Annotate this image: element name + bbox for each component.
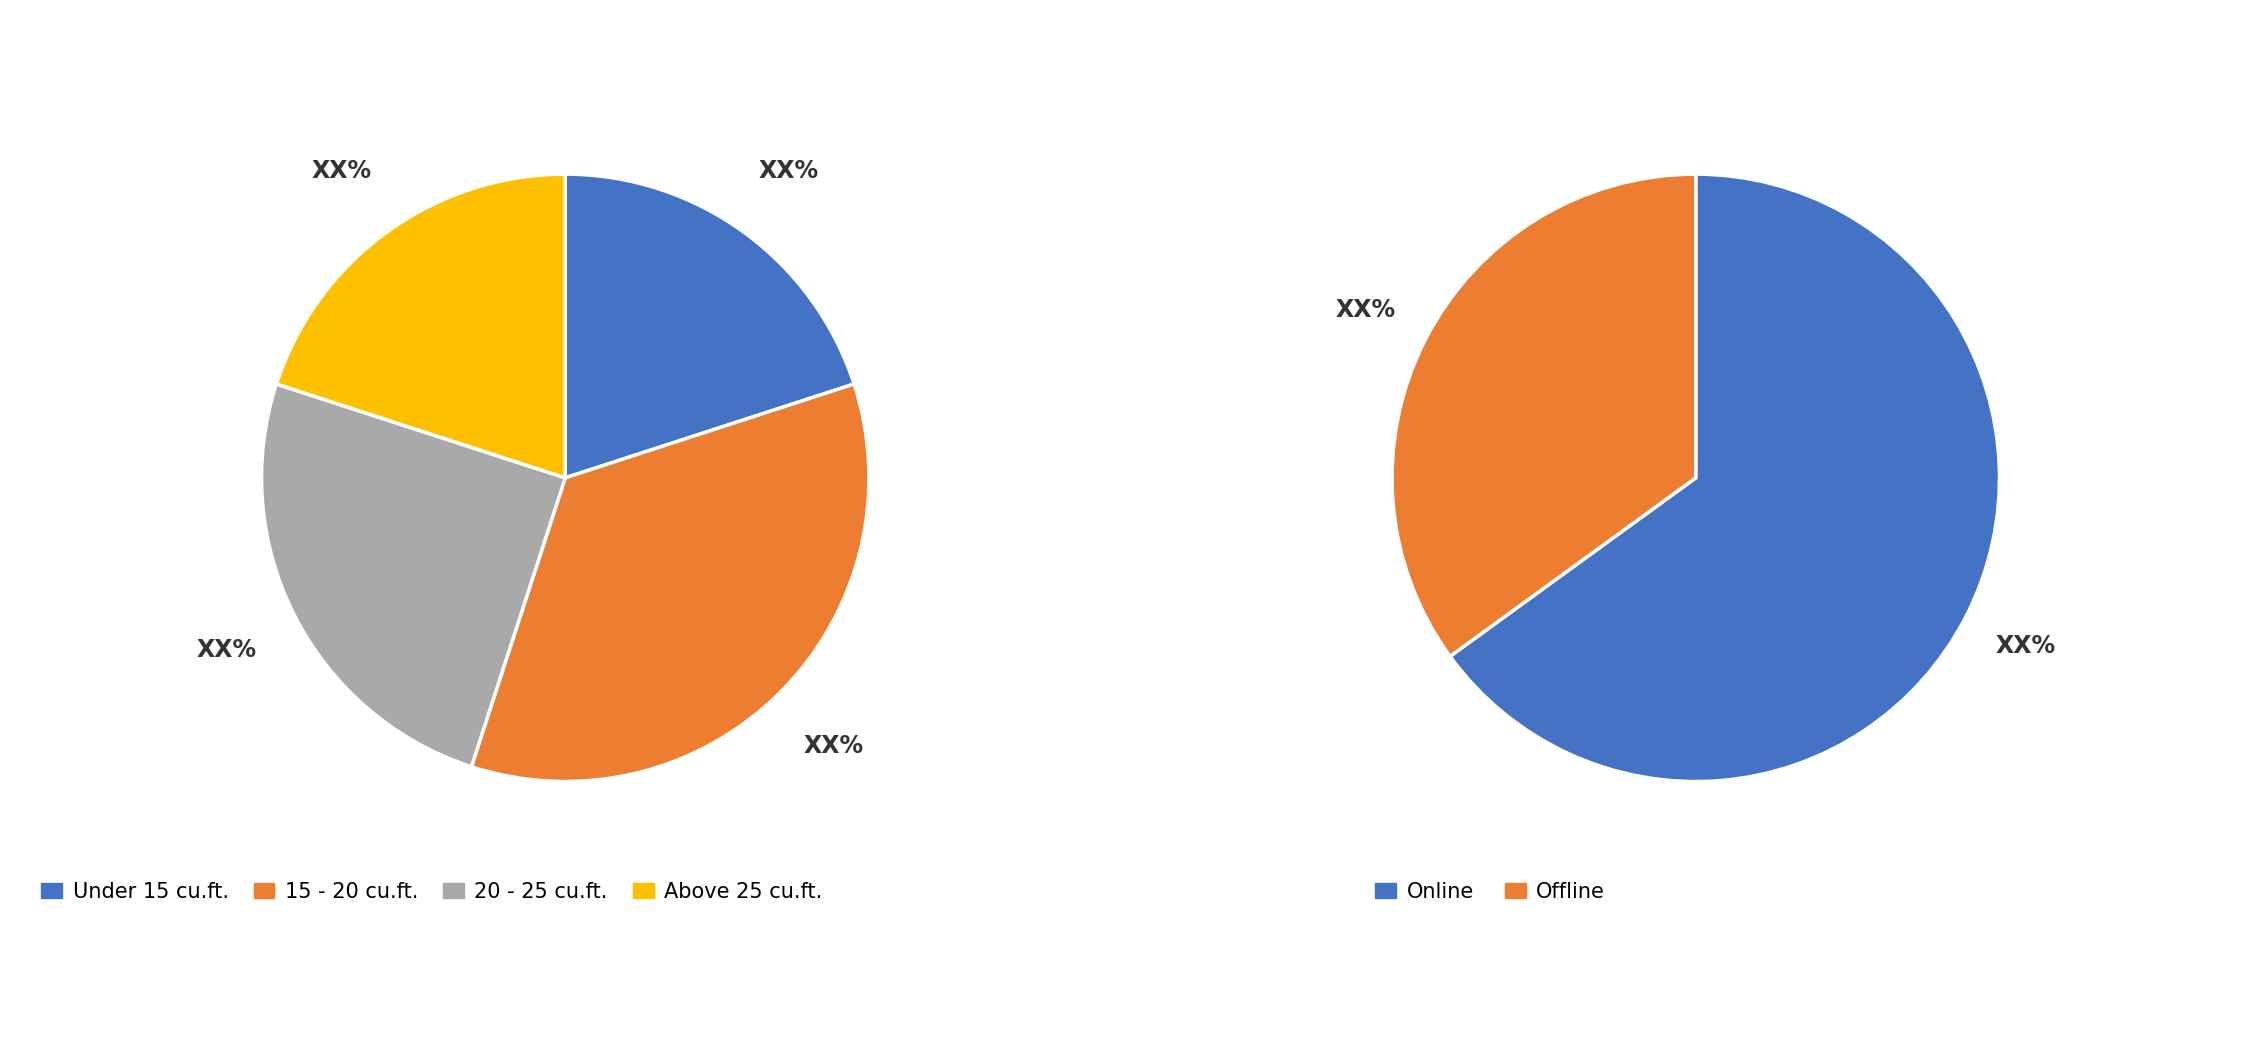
Text: Source: Theindustrystats Analysis: Source: Theindustrystats Analysis: [23, 1000, 398, 1019]
Text: Website: www.theindustrystats.com: Website: www.theindustrystats.com: [1734, 1000, 2132, 1019]
Text: XX%: XX%: [757, 158, 818, 183]
Text: XX%: XX%: [1996, 634, 2055, 658]
Wedge shape: [276, 174, 565, 477]
Wedge shape: [1449, 174, 1999, 781]
Wedge shape: [565, 174, 855, 477]
Text: XX%: XX%: [312, 158, 373, 183]
Text: XX%: XX%: [1336, 298, 1395, 322]
Wedge shape: [262, 384, 565, 767]
Text: XX%: XX%: [197, 638, 258, 662]
Text: XX%: XX%: [803, 734, 864, 758]
Wedge shape: [1393, 174, 1696, 657]
Wedge shape: [470, 384, 868, 781]
Text: Email: sales@theindustrystats.com: Email: sales@theindustrystats.com: [757, 1000, 1142, 1019]
Legend: Online, Offline: Online, Offline: [1368, 873, 1614, 910]
Text: Fig. Global Side-by-Side Refrigerators Market Share by Product Types & Applicati: Fig. Global Side-by-Side Refrigerators M…: [27, 40, 1341, 68]
